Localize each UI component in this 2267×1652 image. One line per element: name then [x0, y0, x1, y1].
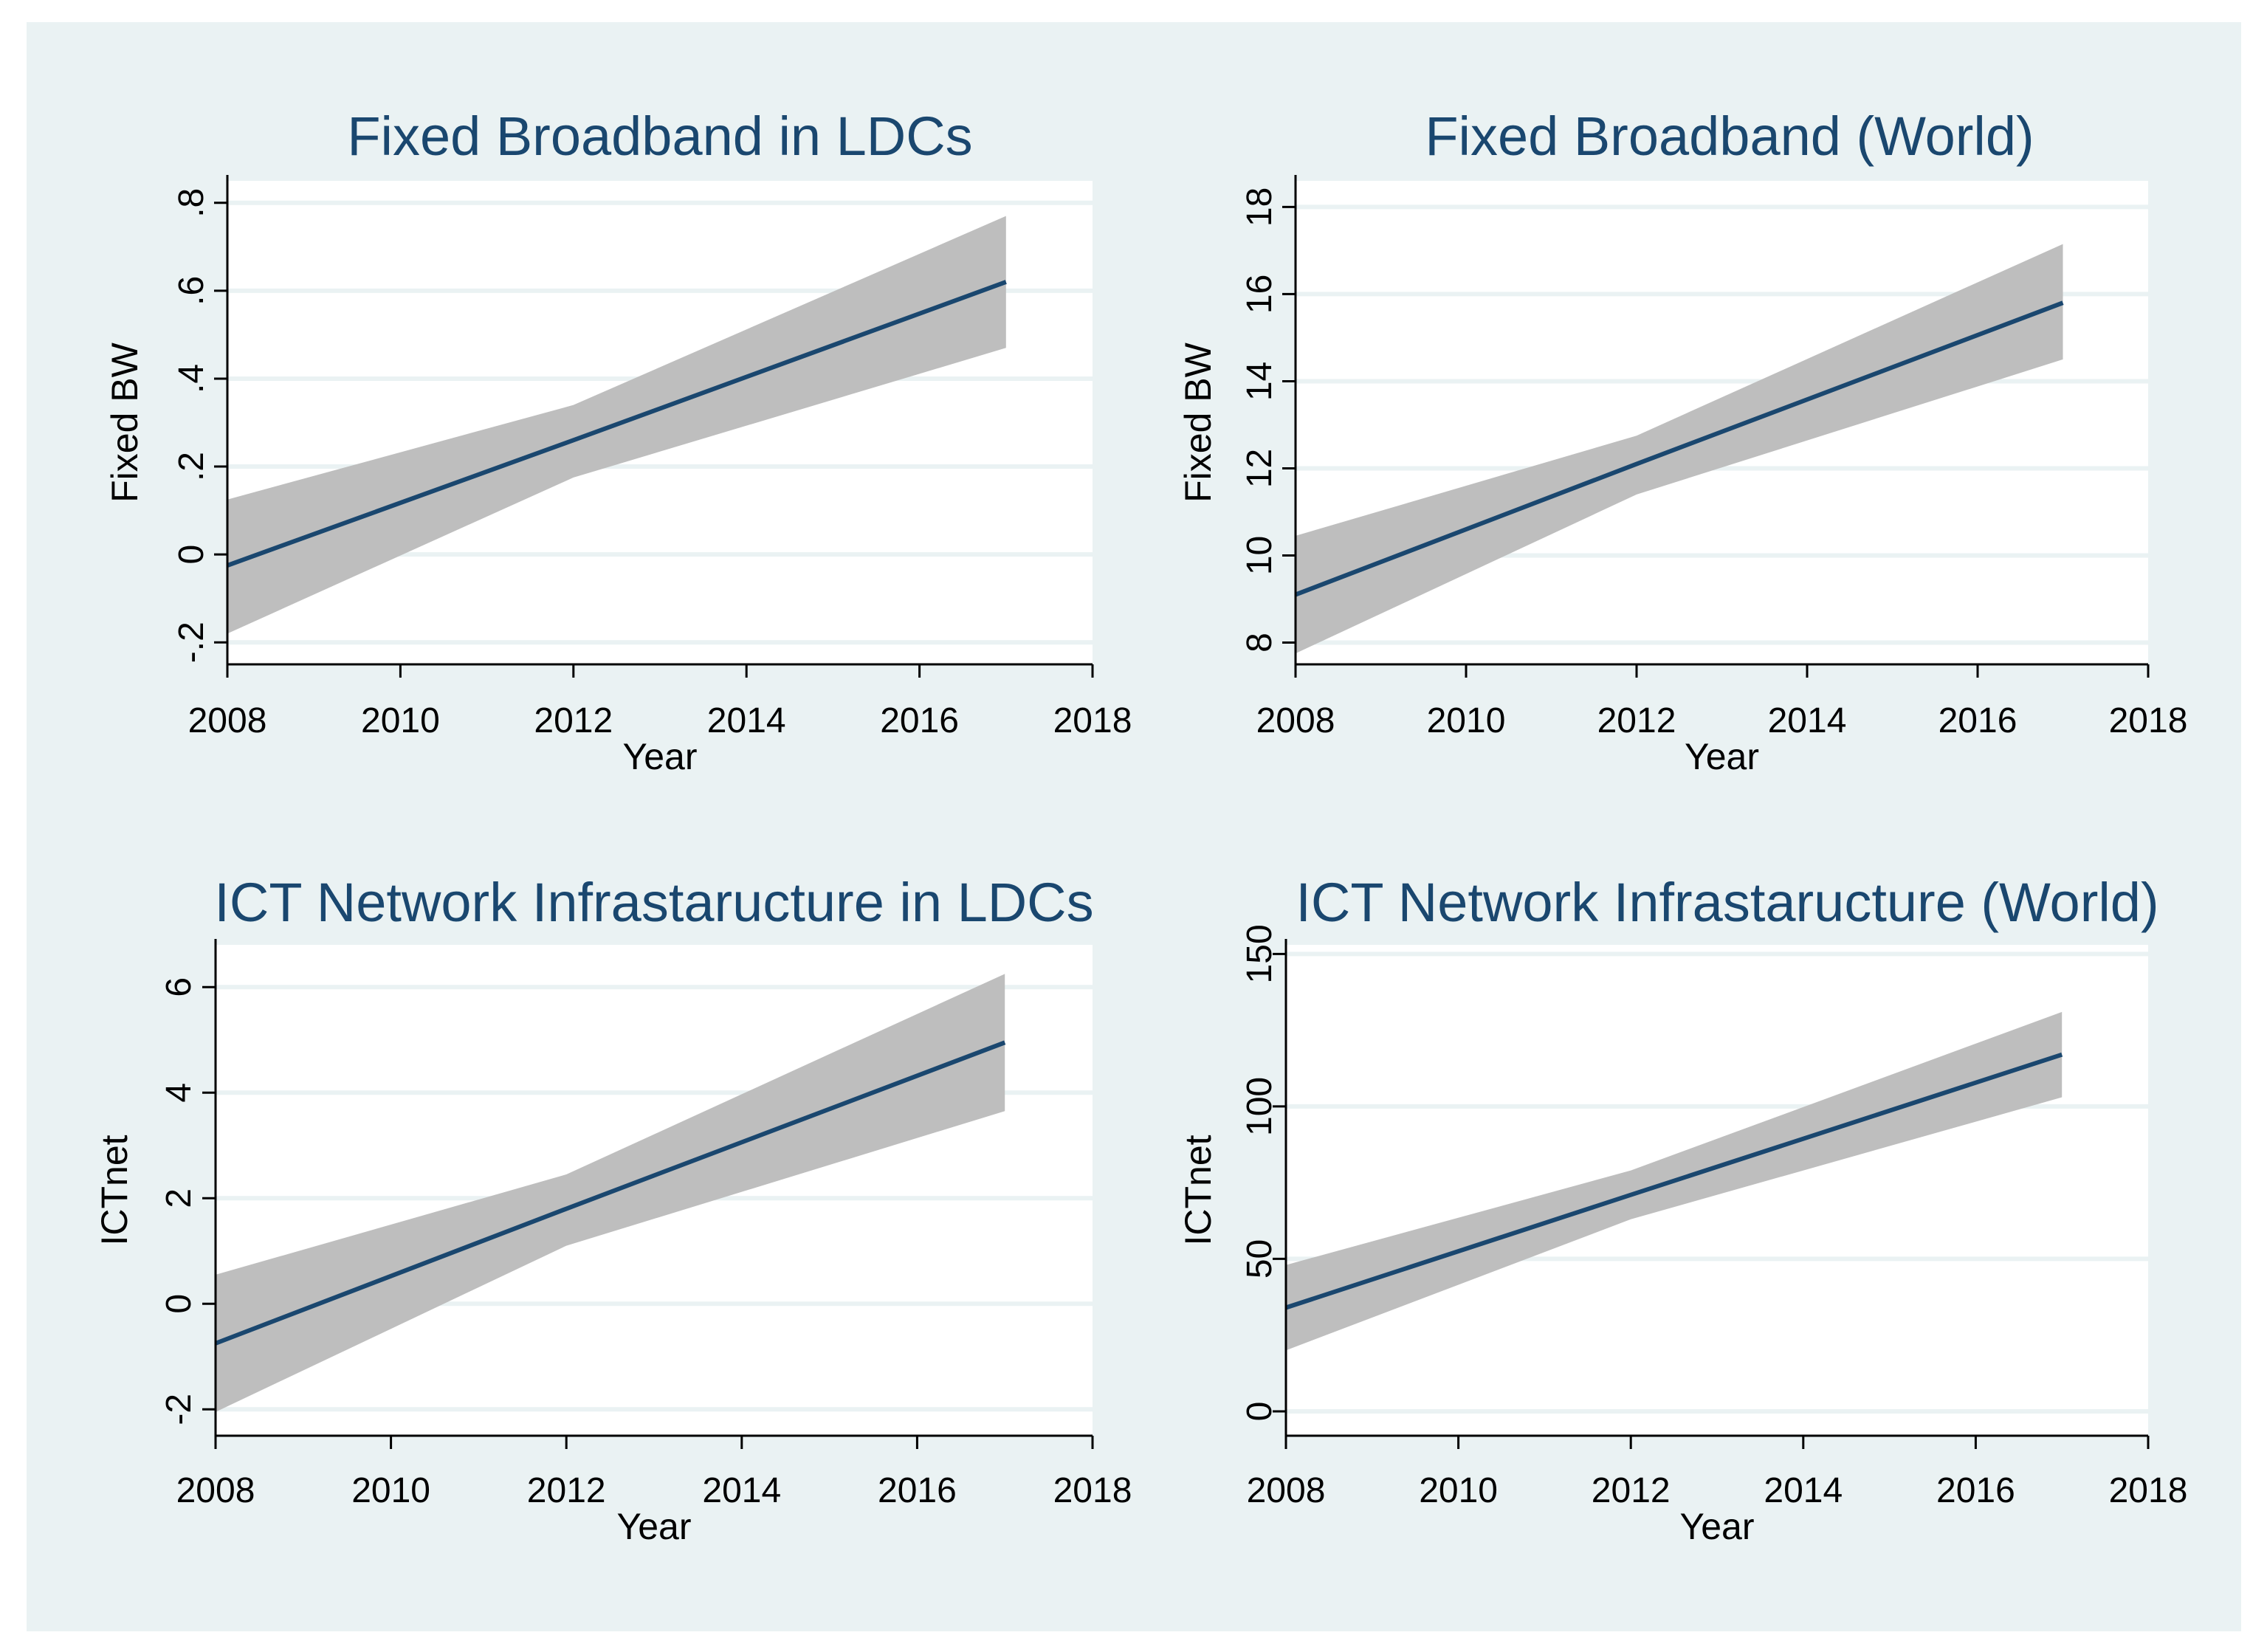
y-tick-label: 100 — [1240, 1077, 1279, 1136]
y-tick-label: -2 — [159, 1394, 199, 1425]
y-tick-label: 0 — [172, 545, 211, 565]
x-tick-label: 2008 — [176, 1471, 255, 1510]
y-axis-label: Fixed BW — [1177, 342, 1219, 503]
x-tick-label: 2018 — [2109, 701, 2188, 740]
x-tick-label: 2008 — [1247, 1471, 1326, 1510]
y-tick-label: 50 — [1240, 1239, 1279, 1278]
x-tick-label: 2012 — [534, 701, 613, 740]
x-tick-label: 2012 — [527, 1471, 606, 1510]
y-tick-label: 14 — [1240, 362, 1279, 401]
x-tick-label: 2014 — [707, 701, 786, 740]
x-axis-label: Year — [1679, 1506, 1754, 1547]
x-tick-label: 2010 — [1427, 701, 1506, 740]
x-tick-label: 2016 — [1939, 701, 2017, 740]
y-tick-label: 0 — [159, 1294, 199, 1314]
x-tick-label: 2016 — [880, 701, 959, 740]
x-tick-label: 2018 — [1053, 1471, 1132, 1510]
x-tick-label: 2008 — [188, 701, 267, 740]
x-tick-label: 2008 — [1256, 701, 1335, 740]
x-axis-label: Year — [616, 1506, 691, 1547]
fitted-line — [1294, 300, 2064, 597]
x-tick-label: 2018 — [1053, 701, 1132, 740]
x-tick-label: 2018 — [2109, 1471, 2188, 1510]
y-tick-label: 150 — [1240, 924, 1279, 983]
y-tick-label: 8 — [1240, 633, 1279, 653]
fitted-line — [214, 1040, 1006, 1346]
y-tick-label: 18 — [1240, 187, 1279, 227]
y-tick-label: 16 — [1240, 275, 1279, 314]
y-tick-label: .4 — [172, 364, 211, 393]
x-tick-label: 2010 — [351, 1471, 430, 1510]
x-tick-label: 2014 — [1768, 701, 1847, 740]
chart-panel-3: -2 0 2 4 6 2008 2010 2012 2014 2016 2018 ICT Networ… — [94, 872, 1132, 1547]
y-axis-label: Fixed BW — [104, 342, 145, 503]
y-tick-label: .8 — [172, 188, 211, 218]
x-tick-label: 2012 — [1592, 1471, 1671, 1510]
y-tick-label: 0 — [1240, 1402, 1279, 1422]
x-axis-label: Year — [1685, 736, 1759, 777]
x-tick-label: 2016 — [1936, 1471, 2015, 1510]
x-tick-label: 2014 — [1764, 1471, 1843, 1510]
x-tick-label: 2012 — [1597, 701, 1676, 740]
chart-title: Fixed Broadband in LDCs — [347, 106, 972, 167]
y-tick-label: 4 — [159, 1083, 199, 1103]
fitted-line — [1285, 1052, 2063, 1310]
y-tick-label: 2 — [159, 1188, 199, 1208]
y-tick-label: .2 — [172, 452, 211, 481]
x-tick-label: 2010 — [1419, 1471, 1498, 1510]
y-tick-label: 10 — [1240, 536, 1279, 575]
chart-panel-4: 0 50 100 150 2008 2010 2012 2014 2016 2018 ICT Net… — [1177, 872, 2187, 1547]
y-tick-label: -.2 — [172, 622, 211, 663]
y-axis-label: ICTnet — [94, 1135, 135, 1245]
y-tick-label: 6 — [159, 977, 199, 997]
x-tick-label: 2010 — [361, 701, 440, 740]
fitted-line — [226, 280, 1007, 568]
y-axis-label: ICTnet — [1177, 1135, 1219, 1245]
chart-title: Fixed Broadband (World) — [1425, 106, 2034, 167]
x-axis-label: Year — [622, 736, 697, 777]
chart-panel-2: 8 10 12 14 16 18 2008 2010 2012 2014 2016 2018 Fixed… — [1177, 106, 2187, 777]
chart-panel-1: -.2 0 .2 .4 .6 .8 2008 2010 2012 2014 2016 2018 Fixe… — [104, 106, 1132, 777]
chart-title: ICT Network Infrastaructure (World) — [1296, 872, 2158, 933]
chart-title: ICT Network Infrastaructure in LDCs — [214, 872, 1093, 933]
y-tick-label: .6 — [172, 276, 211, 306]
x-tick-label: 2014 — [702, 1471, 781, 1510]
y-tick-label: 12 — [1240, 449, 1279, 488]
x-tick-label: 2016 — [878, 1471, 957, 1510]
